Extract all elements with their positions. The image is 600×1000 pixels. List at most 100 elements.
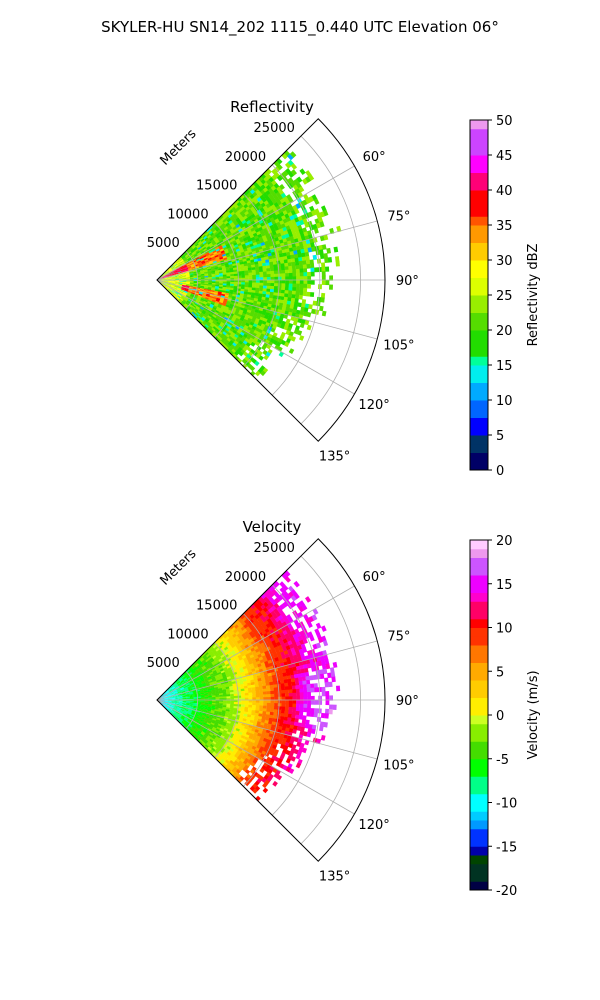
vel-cell [174, 684, 178, 688]
vel-cell [188, 679, 193, 683]
refl-cell [212, 250, 217, 254]
refl-cell [189, 281, 194, 283]
refl-cell [263, 282, 268, 287]
vel-cell [222, 644, 228, 649]
refl-cell [175, 278, 180, 280]
colorbar-swatch [470, 242, 488, 252]
refl-cell [212, 260, 217, 264]
refl-cell [165, 286, 170, 289]
refl-cell [188, 268, 193, 271]
refl-cell [160, 277, 165, 279]
refl-cell [176, 260, 180, 264]
refl-cell [205, 238, 210, 243]
refl-cell [218, 271, 223, 274]
refl-cell [200, 297, 205, 300]
refl-cell [229, 269, 234, 273]
refl-cell [270, 280, 275, 284]
vel-cell [198, 674, 203, 678]
refl-cell [305, 239, 311, 245]
refl-cell [285, 162, 292, 169]
refl-cell [178, 294, 182, 297]
refl-cell [180, 259, 184, 263]
refl-cell [180, 289, 185, 292]
vel-cell [221, 663, 226, 667]
refl-cell [175, 265, 180, 269]
refl-cell [264, 256, 269, 261]
refl-cell [228, 226, 233, 231]
refl-cell [302, 260, 307, 266]
vel-cell [319, 673, 325, 679]
refl-cell [170, 284, 175, 287]
refl-cell [168, 280, 172, 282]
refl-cell [288, 290, 293, 295]
vel-cell [249, 638, 255, 643]
refl-cell [208, 325, 213, 330]
refl-cell [290, 254, 295, 260]
refl-cell [203, 235, 208, 240]
refl-cell [204, 243, 209, 247]
vel-cell [185, 674, 190, 678]
vel-cell [196, 664, 200, 668]
refl-cell [168, 269, 173, 272]
refl-cell [234, 344, 240, 350]
refl-cell [171, 278, 176, 279]
refl-cell [242, 318, 248, 323]
refl-cell [200, 305, 205, 309]
refl-cell [176, 267, 180, 271]
refl-cell [213, 236, 218, 241]
colorbar-tick-label: 15 [496, 359, 513, 374]
refl-cell [182, 277, 187, 279]
refl-cell [215, 284, 220, 287]
refl-cell [170, 272, 175, 275]
refl-cell [163, 275, 168, 277]
refl-cell [166, 271, 170, 274]
refl-cell [292, 246, 297, 252]
sector-frame [156, 118, 386, 442]
refl-cell [229, 289, 234, 293]
refl-cell [232, 225, 238, 231]
refl-cell [291, 261, 296, 267]
vel-cell [210, 659, 215, 663]
refl-cell [303, 231, 309, 237]
vel-cell [244, 695, 249, 698]
refl-cell [295, 309, 301, 315]
vel-cell [243, 642, 248, 647]
colorbar-tick-label: 10 [496, 394, 513, 409]
refl-cell [280, 293, 285, 298]
refl-cell [293, 305, 298, 311]
refl-cell [255, 266, 260, 270]
refl-cell [181, 285, 186, 287]
refl-cell [244, 272, 249, 276]
vel-cell [195, 677, 200, 681]
refl-cell [167, 281, 172, 283]
refl-cell [234, 319, 239, 325]
refl-cell [215, 227, 220, 232]
vel-cell [163, 693, 167, 696]
refl-cell [182, 293, 187, 296]
refl-cell [240, 291, 245, 295]
vel-cell [196, 678, 201, 682]
refl-cell [202, 264, 207, 267]
refl-cell [173, 287, 177, 291]
vel-cell [231, 643, 236, 649]
refl-cell [216, 217, 222, 223]
refl-cell [250, 261, 255, 266]
refl-cell [272, 261, 278, 266]
vel-cell [223, 652, 228, 657]
refl-cell [210, 246, 216, 251]
refl-cell [216, 241, 221, 246]
refl-cell [221, 251, 226, 256]
vel-cell [180, 687, 184, 690]
refl-cell [195, 307, 200, 311]
refl-cell [169, 271, 174, 274]
refl-cell [263, 277, 268, 281]
refl-cell [225, 252, 230, 256]
refl-cell [271, 254, 277, 259]
refl-cell [202, 309, 207, 314]
refl-cell [165, 286, 169, 290]
refl-cell [261, 259, 266, 264]
refl-cell [208, 236, 213, 240]
vel-cell [168, 688, 172, 691]
refl-cell [273, 267, 278, 272]
refl-cell [329, 275, 333, 281]
